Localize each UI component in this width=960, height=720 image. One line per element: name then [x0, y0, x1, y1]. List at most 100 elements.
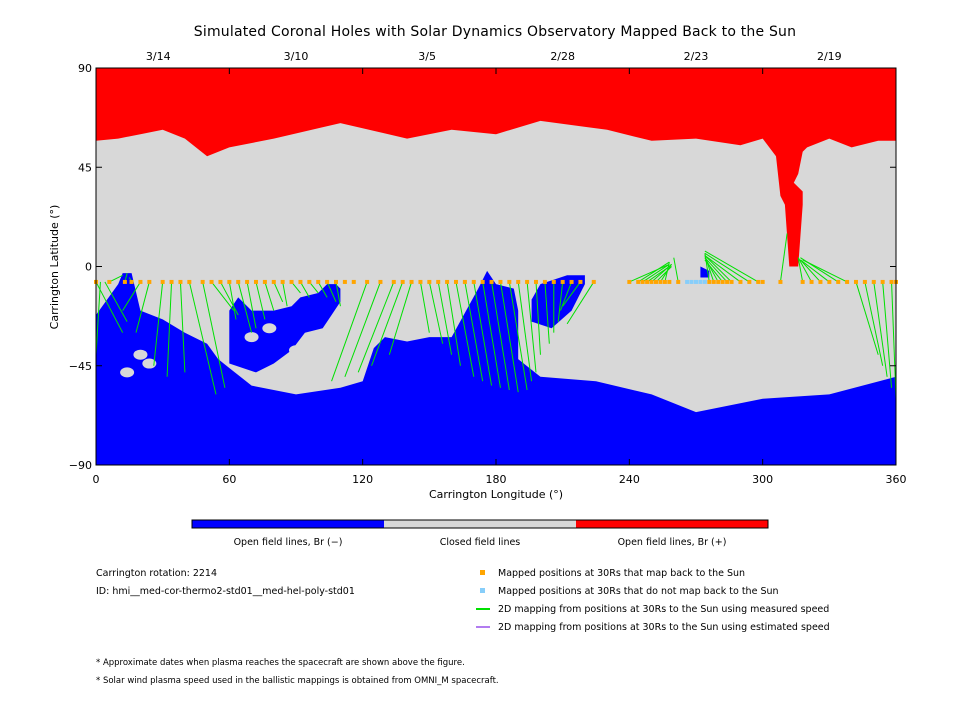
field-line [188, 281, 217, 395]
mapped-position-point [534, 279, 538, 284]
field-line [800, 259, 821, 283]
field-line [202, 281, 226, 388]
footnote-omni: * Solar wind plasma speed used in the ba… [96, 676, 499, 686]
mapped-position-point [889, 279, 894, 284]
x-tick-label: 120 [352, 473, 373, 486]
mapped-position-point [658, 279, 663, 284]
mapped-position-point [649, 279, 654, 284]
mapped-position-point [716, 279, 721, 284]
mapped-position-point [138, 279, 143, 284]
x-tick-label: 180 [486, 473, 507, 486]
field-line [864, 281, 884, 366]
field-line [446, 281, 461, 366]
mapped-position-point [578, 279, 583, 284]
field-line [282, 281, 288, 307]
field-line [562, 281, 581, 307]
field-line [491, 281, 510, 391]
mapped-position-point [489, 279, 494, 284]
field-line [326, 281, 337, 302]
top-date-label: 2/23 [684, 50, 709, 63]
mapped-position-point [400, 279, 405, 284]
mapped-position-point [298, 279, 303, 284]
unmapped-position-point [698, 279, 703, 284]
field-line [517, 281, 533, 382]
colorbar-segment [384, 520, 576, 528]
field-line [637, 261, 670, 283]
mapped-position-point [667, 279, 672, 284]
closed-field-island [133, 349, 148, 360]
mapped-position-point [654, 279, 658, 284]
field-line [220, 281, 239, 316]
mapped-position-point [289, 279, 294, 284]
x-tick-label: 360 [886, 473, 907, 486]
mapped-position-point [845, 279, 850, 284]
field-line [335, 281, 341, 307]
field-line [482, 281, 501, 388]
field-line [455, 281, 475, 377]
mapped-position-point [227, 279, 232, 284]
x-tick-label: 0 [93, 473, 100, 486]
y-tick-label: 90 [78, 62, 92, 75]
mapped-position-point [707, 279, 712, 284]
mapped-position-point [818, 279, 823, 284]
field-line [135, 281, 150, 333]
field-line [264, 281, 275, 311]
mapped-position-point [280, 279, 285, 284]
top-date-label: 3/10 [284, 50, 309, 63]
field-line [797, 257, 804, 283]
x-tick-label: 300 [752, 473, 773, 486]
field-line [300, 281, 310, 298]
field-line [273, 281, 284, 302]
mapped-position-point [169, 279, 174, 284]
negative-open-region [700, 266, 710, 278]
field-line [122, 281, 141, 311]
footnote-dates: * Approximate dates when plasma reaches … [96, 658, 465, 668]
mapped-position-point [862, 279, 867, 284]
mapped-position-point [391, 279, 396, 284]
mapped-position-point [409, 279, 414, 284]
mapped-position-point [636, 279, 641, 284]
mapped-position-point [747, 279, 752, 284]
mapped-position-point [129, 279, 134, 284]
colorbar-label: Open field lines, Br (+) [618, 537, 727, 548]
colorbar-frame [191, 519, 769, 529]
mapped-position-point [378, 279, 383, 284]
field-line [855, 281, 879, 355]
mapped-position-point [591, 279, 596, 284]
field-line [779, 233, 788, 283]
mapped-position-point [569, 279, 574, 284]
mapped-position-point [854, 279, 858, 284]
carrington-rotation-label: Carrington rotation: 2214 [96, 568, 217, 579]
mapped-position-point [209, 279, 214, 284]
mapped-position-point [462, 279, 467, 284]
model-id-label: ID: hmi__med-cor-thermo2-std01__med-hel-… [96, 586, 355, 597]
y-tick-label: −90 [69, 459, 92, 472]
field-line [437, 281, 453, 355]
mapped-position-point [551, 279, 556, 284]
field-line [557, 281, 564, 322]
field-line [704, 257, 728, 283]
mapped-position-point [729, 279, 734, 284]
legend-label: 2D mapping from positions at 30Rs to the… [498, 604, 829, 615]
mapped-position-point [200, 279, 205, 284]
mapped-position-point [160, 279, 165, 284]
mapped-position-point [187, 279, 192, 284]
field-line [153, 281, 164, 366]
field-line [228, 281, 237, 320]
mapped-position-point [107, 279, 112, 284]
top-date-label: 2/19 [817, 50, 842, 63]
mapped-position-point [525, 279, 530, 284]
y-tick-label: 0 [85, 261, 92, 274]
mapped-position-point [725, 279, 730, 284]
mapped-position-point [471, 279, 476, 284]
field-line [508, 281, 528, 391]
field-line [704, 252, 750, 283]
mapped-position-point [254, 279, 258, 284]
mapped-position-point [445, 279, 450, 284]
field-line [704, 255, 732, 283]
field-line [873, 281, 888, 377]
mapped-position-point [507, 279, 512, 284]
closed-field-island [289, 345, 303, 356]
field-line [535, 281, 541, 355]
